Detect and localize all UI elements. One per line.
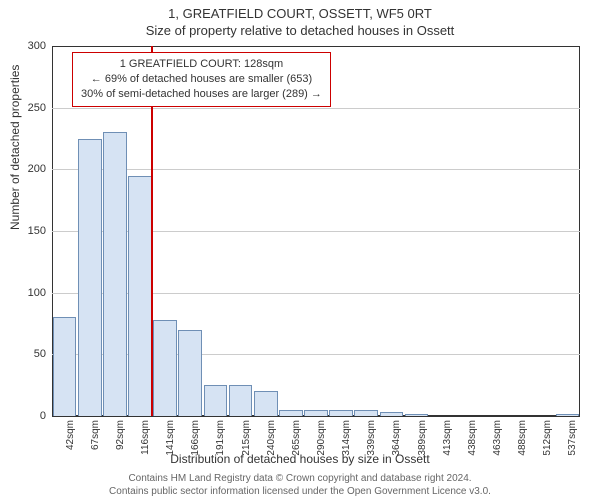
x-tick-label: 141sqm (165, 420, 176, 456)
x-tick-label: 364sqm (391, 420, 402, 456)
x-tick-label: 463sqm (492, 420, 503, 456)
x-tick-label: 265sqm (291, 420, 302, 456)
histogram-bar (304, 410, 328, 416)
histogram-bar (354, 410, 378, 416)
page-title: 1, GREATFIELD COURT, OSSETT, WF5 0RT (0, 6, 600, 21)
x-tick-label: 314sqm (341, 420, 352, 456)
y-tick-label: 0 (40, 410, 46, 422)
y-tick-label: 250 (28, 102, 46, 114)
histogram-bar (128, 176, 152, 417)
x-tick-label: 240sqm (266, 420, 277, 456)
x-tick-label: 290sqm (316, 420, 327, 456)
histogram-bar (329, 410, 353, 416)
y-tick-label: 100 (28, 287, 46, 299)
x-tick-label: 537sqm (567, 420, 578, 456)
annotation-line: ← 69% of detached houses are smaller (65… (81, 72, 322, 87)
x-tick-label: 488sqm (517, 420, 528, 456)
x-tick-label: 42sqm (65, 420, 76, 450)
histogram-bar (229, 385, 253, 416)
x-tick-label: 166sqm (190, 420, 201, 456)
histogram-bar (153, 320, 177, 416)
histogram-bar (405, 414, 429, 416)
x-axis-label: Distribution of detached houses by size … (0, 452, 600, 466)
x-tick-label: 215sqm (241, 420, 252, 456)
x-tick-label: 92sqm (115, 420, 126, 450)
grid-line (52, 416, 580, 417)
footer-text: Contains HM Land Registry data © Crown c… (0, 473, 600, 498)
x-tick-label: 389sqm (417, 420, 428, 456)
y-tick-label: 200 (28, 163, 46, 175)
histogram-bar (380, 412, 404, 416)
chart-area: 05010015020025030042sqm67sqm92sqm116sqm1… (52, 46, 580, 416)
histogram-bar (178, 330, 202, 416)
histogram-bar (103, 132, 127, 416)
x-tick-label: 339sqm (366, 420, 377, 456)
histogram-bar (254, 391, 278, 416)
annotation-box: 1 GREATFIELD COURT: 128sqm← 69% of detac… (72, 52, 331, 107)
grid-line (52, 169, 580, 170)
y-tick-label: 150 (28, 225, 46, 237)
x-tick-label: 438sqm (467, 420, 478, 456)
grid-line (52, 46, 580, 47)
x-tick-label: 191sqm (215, 420, 226, 456)
x-tick-label: 116sqm (140, 420, 151, 455)
annotation-line: 1 GREATFIELD COURT: 128sqm (81, 57, 322, 72)
histogram-bar (78, 139, 102, 417)
plot-region: 05010015020025030042sqm67sqm92sqm116sqm1… (52, 46, 580, 416)
grid-line (52, 108, 580, 109)
footer-line-1: Contains HM Land Registry data © Crown c… (0, 473, 600, 486)
x-tick-label: 512sqm (542, 420, 553, 456)
histogram-bar (53, 317, 77, 416)
y-tick-label: 50 (34, 348, 46, 360)
histogram-bar (556, 414, 580, 416)
page-subtitle: Size of property relative to detached ho… (0, 23, 600, 38)
annotation-line: 30% of semi-detached houses are larger (… (81, 87, 322, 102)
histogram-bar (279, 410, 303, 416)
y-axis-label: Number of detached properties (8, 65, 22, 230)
x-tick-label: 67sqm (90, 420, 101, 450)
footer-line-2: Contains public sector information licen… (0, 486, 600, 499)
x-tick-label: 413sqm (442, 420, 453, 456)
y-tick-label: 300 (28, 40, 46, 52)
histogram-bar (204, 385, 228, 416)
